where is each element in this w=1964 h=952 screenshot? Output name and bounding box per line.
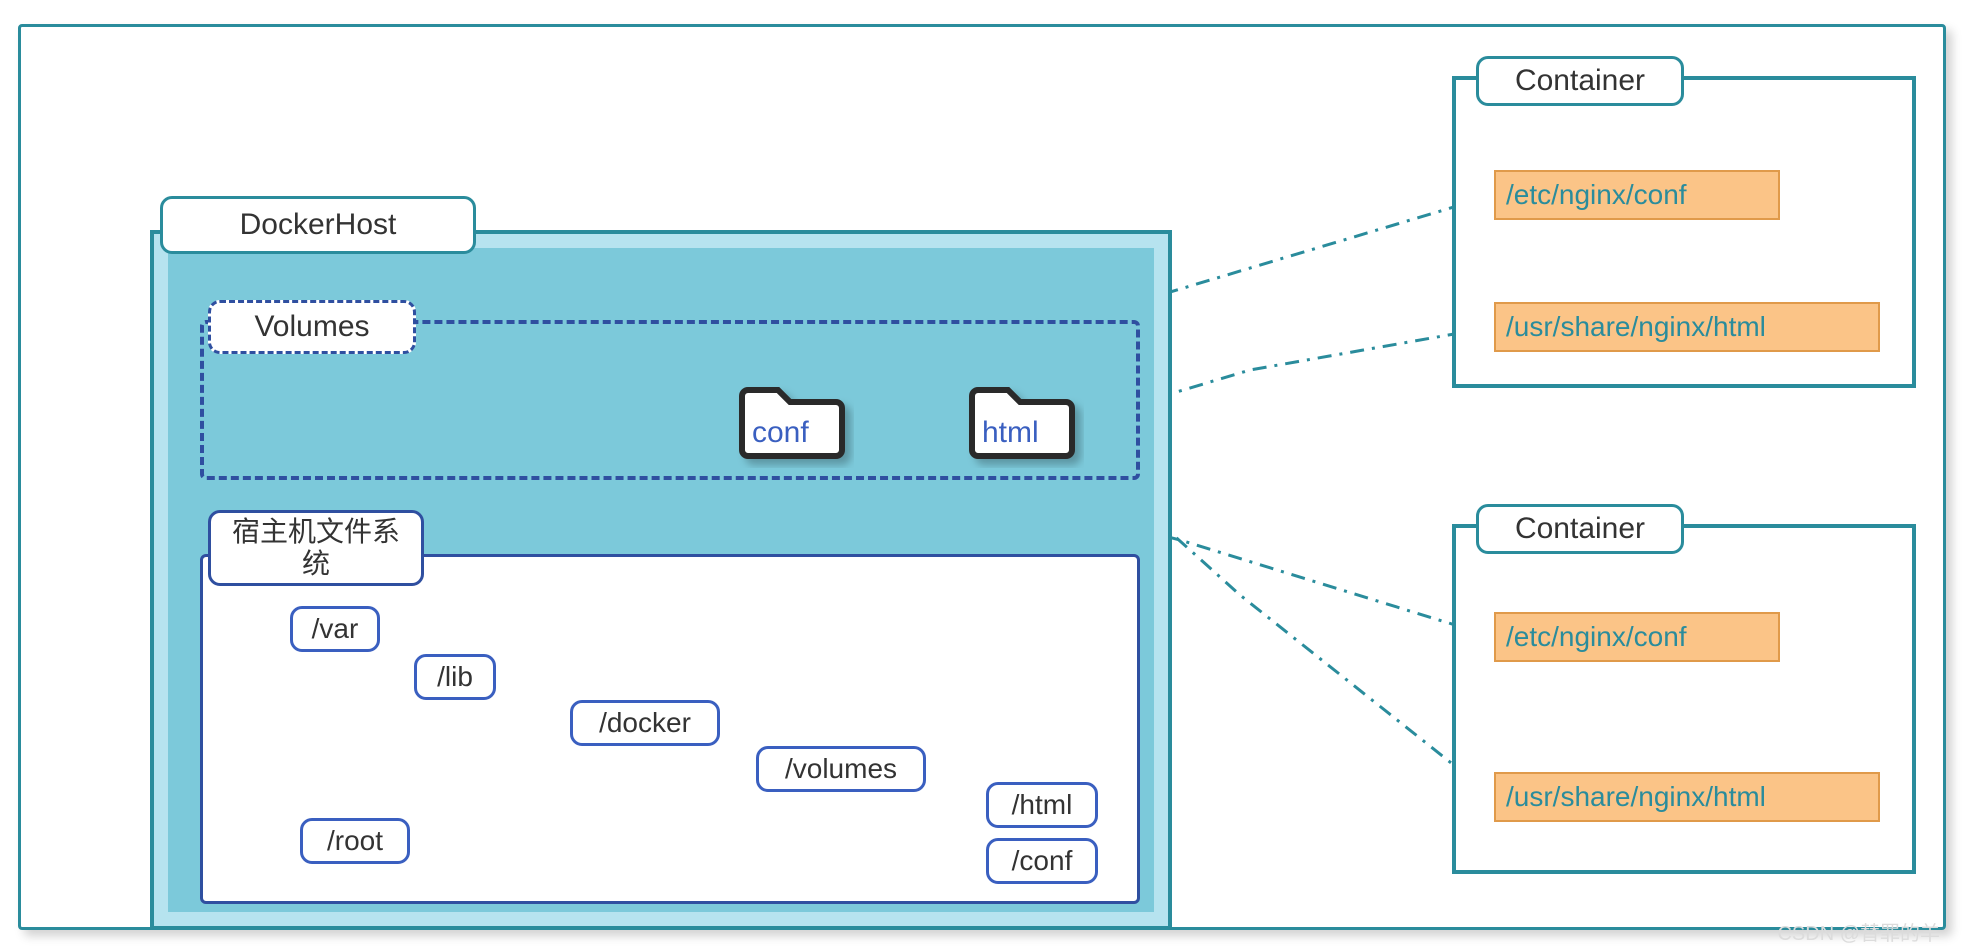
filesystem-label-text: 宿主机文件系 统 [232,516,400,580]
node-lib-text: /lib [437,661,473,693]
folder-icon [730,360,854,468]
container-1-path-1-text: /etc/nginx/conf [1506,179,1687,211]
container-2-path-1: /etc/nginx/conf [1494,612,1780,662]
container-2-path-1-text: /etc/nginx/conf [1506,621,1687,653]
container-2-path-2-text: /usr/share/nginx/html [1506,781,1766,813]
node-conf: /conf [986,838,1098,884]
node-var-text: /var [312,613,359,645]
volumes-label-text: Volumes [254,310,369,344]
dockerhost-label-text: DockerHost [240,208,397,242]
container-1-path-2: /usr/share/nginx/html [1494,302,1880,352]
watermark: CSDN @替罪的羊 [1777,917,1940,946]
node-lib: /lib [414,654,496,700]
filesystem-label: 宿主机文件系 统 [208,510,424,586]
dockerhost-label: DockerHost [160,196,476,254]
node-html-text: /html [1012,789,1073,821]
container-1-path-1: /etc/nginx/conf [1494,170,1780,220]
node-volumes-text: /volumes [785,753,897,785]
node-html: /html [986,782,1098,828]
container-2-label: Container [1476,504,1684,554]
container-1-label-text: Container [1515,64,1645,98]
node-conf-text: /conf [1012,845,1073,877]
node-volumes: /volumes [756,746,926,792]
node-docker: /docker [570,700,720,746]
container-1-path-2-text: /usr/share/nginx/html [1506,311,1766,343]
container-2-path-2: /usr/share/nginx/html [1494,772,1880,822]
folder-html-label: html [982,416,1039,450]
node-root-text: /root [327,825,383,857]
node-root: /root [300,818,410,864]
folder-html: html [960,360,1084,468]
folder-icon [960,360,1084,468]
container-1-label: Container [1476,56,1684,106]
container-2-label-text: Container [1515,512,1645,546]
folder-conf-label: conf [752,416,809,450]
node-docker-text: /docker [599,707,691,739]
folder-conf: conf [730,360,854,468]
volumes-label: Volumes [208,300,416,354]
node-var: /var [290,606,380,652]
